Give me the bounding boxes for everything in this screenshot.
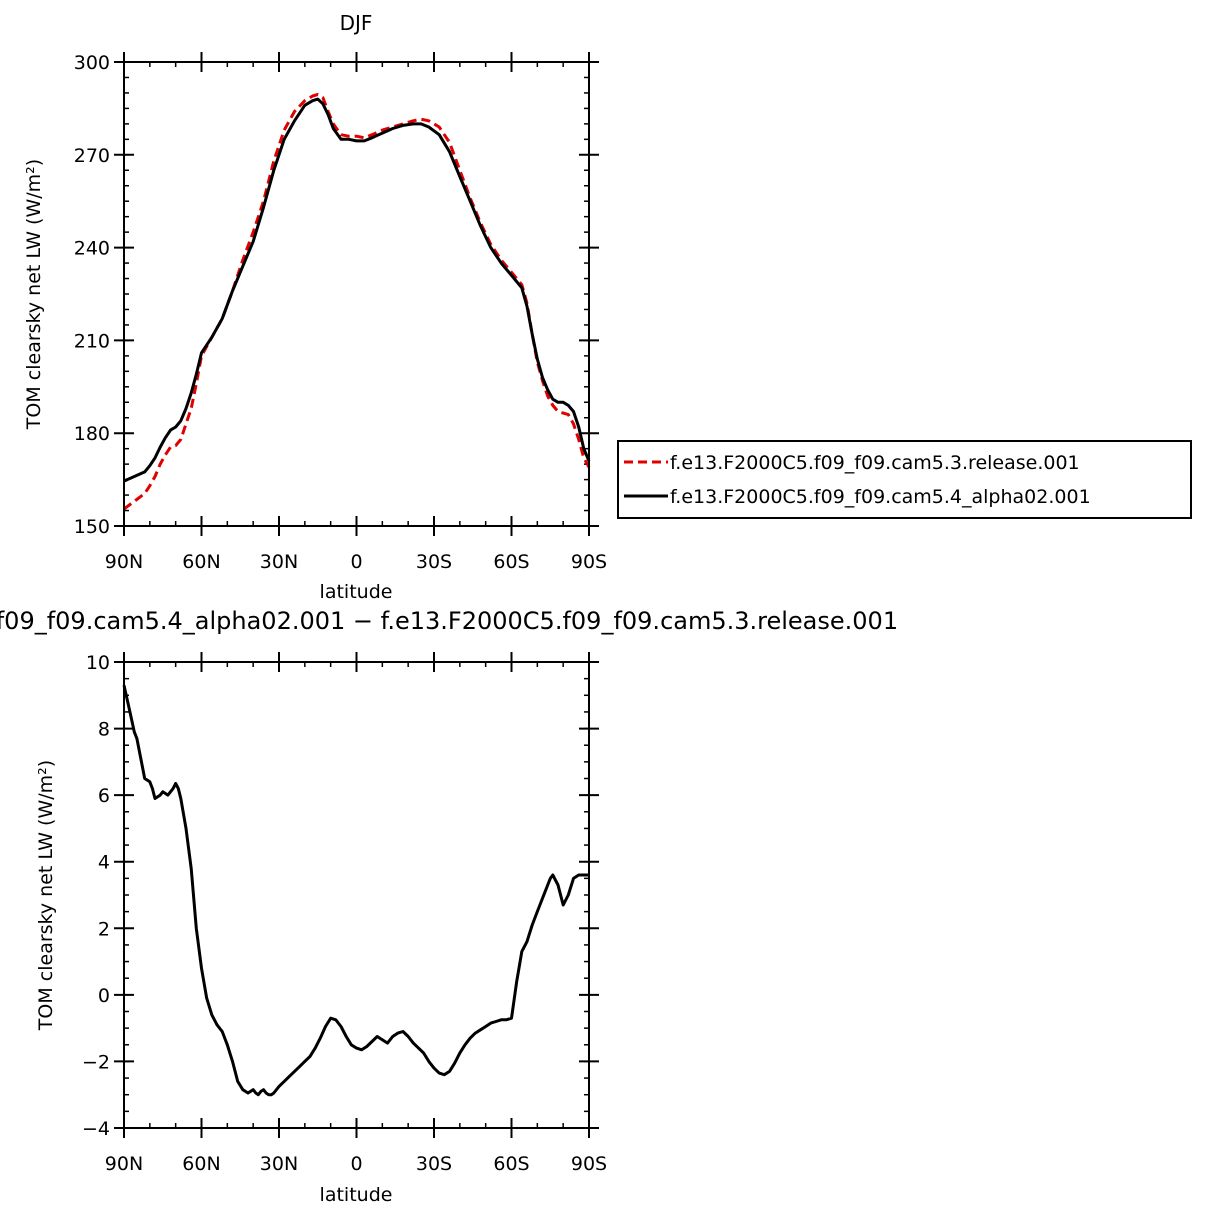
legend-box — [617, 440, 1192, 519]
x-tick-label: 30N — [260, 551, 298, 573]
legend-label-cam5-3: f.e13.F2000C5.f09_f09.cam5.3.release.001 — [670, 452, 1080, 474]
x-tick-label: 60S — [493, 1153, 529, 1175]
bottom-chart-y-tick-labels: −4 −2 0 2 4 6 8 10 — [82, 652, 110, 1140]
top-chart-x-axis-label: latitude — [320, 581, 393, 603]
y-tick-label: 150 — [74, 516, 110, 538]
series-line-2 — [123, 97, 591, 483]
top-chart-series — [123, 93, 591, 511]
x-tick-label: 60S — [493, 551, 529, 573]
series-line-1 — [123, 93, 591, 511]
y-tick-label: 300 — [74, 52, 110, 74]
bottom-chart-panel: f.e13.F2000C5.f09_f09.cam5.4_alpha02.001… — [0, 607, 898, 1206]
top-chart-ticks — [114, 52, 599, 536]
y-tick-label: 240 — [74, 238, 110, 260]
x-tick-label: 0 — [350, 1153, 362, 1175]
y-tick-label: 6 — [98, 785, 110, 807]
legend-label-cam5-4: f.e13.F2000C5.f09_f09.cam5.4_alpha02.001 — [670, 486, 1091, 508]
y-tick-label: 270 — [74, 145, 110, 167]
x-tick-label: 60N — [182, 1153, 220, 1175]
top-chart-x-tick-labels: 90N 60N 30N 0 30S 60S 90S — [105, 551, 607, 573]
top-chart-plot-frame — [123, 61, 590, 527]
top-chart-legend: f.e13.F2000C5.f09_f09.cam5.3.release.001… — [617, 440, 1192, 519]
x-tick-label: 90S — [571, 551, 607, 573]
x-tick-label: 30S — [416, 551, 452, 573]
series-line-1 — [122, 684, 589, 1097]
y-tick-label: −4 — [82, 1118, 110, 1140]
bottom-chart-series — [122, 684, 589, 1097]
y-tick-label: 180 — [74, 423, 110, 445]
bottom-chart-ticks — [114, 652, 599, 1138]
x-tick-label: 0 — [350, 551, 362, 573]
top-chart-y-axis-label: TOM clearsky net LW (W/m²) — [23, 159, 45, 430]
bottom-chart-plot-frame — [123, 661, 590, 1129]
bottom-chart-y-axis-label: TOM clearsky net LW (W/m²) — [35, 760, 57, 1031]
y-tick-label: 0 — [98, 985, 110, 1007]
bottom-chart-title: f.e13.F2000C5.f09_f09.cam5.4_alpha02.001… — [0, 607, 898, 635]
x-tick-label: 90N — [105, 1153, 143, 1175]
y-tick-label: 210 — [74, 330, 110, 352]
x-tick-label: 90S — [571, 1153, 607, 1175]
bottom-chart-x-tick-labels: 90N 60N 30N 0 30S 60S 90S — [105, 1153, 607, 1175]
top-chart-y-tick-labels: 150 180 210 240 270 300 — [74, 52, 110, 538]
y-tick-label: 4 — [98, 852, 110, 874]
x-tick-label: 30S — [416, 1153, 452, 1175]
y-tick-label: −2 — [82, 1051, 110, 1073]
x-tick-label: 60N — [182, 551, 220, 573]
y-tick-label: 8 — [98, 719, 110, 741]
y-tick-label: 10 — [86, 652, 110, 674]
x-tick-label: 90N — [105, 551, 143, 573]
x-tick-label: 30N — [260, 1153, 298, 1175]
y-tick-label: 2 — [98, 918, 110, 940]
bottom-chart-x-axis-label: latitude — [320, 1184, 393, 1206]
top-chart-title: DJF — [340, 11, 373, 35]
